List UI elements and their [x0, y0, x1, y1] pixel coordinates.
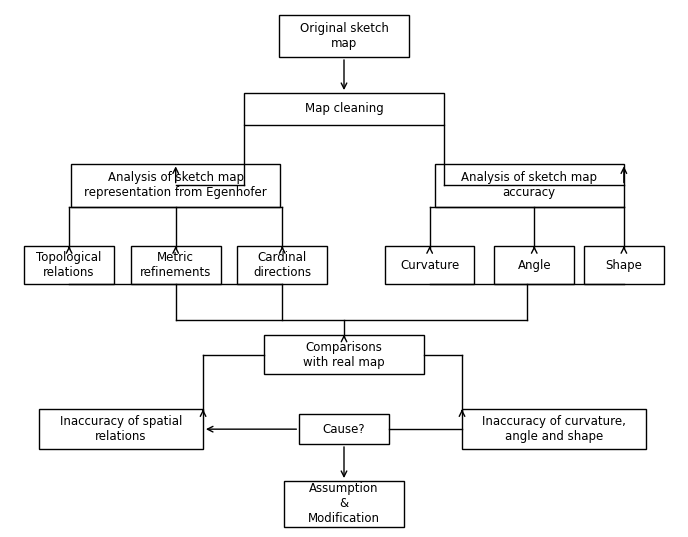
Bar [299, 414, 389, 444]
Text: Comparisons
with real map: Comparisons with real map [303, 340, 385, 368]
Bar [264, 335, 424, 374]
Text: Cardinal
directions: Cardinal directions [253, 251, 311, 279]
Bar [131, 246, 220, 284]
Text: Topological
relations: Topological relations [36, 251, 102, 279]
Bar [462, 409, 646, 449]
Bar [584, 246, 664, 284]
Text: Metric
refinements: Metric refinements [140, 251, 211, 279]
Text: Map cleaning: Map cleaning [305, 103, 383, 115]
Bar [495, 246, 574, 284]
Bar [24, 246, 114, 284]
Bar [244, 93, 444, 125]
Bar [237, 246, 327, 284]
Text: Analysis of sketch map
representation from Egenhofer: Analysis of sketch map representation fr… [85, 171, 267, 199]
Text: Inaccuracy of spatial
relations: Inaccuracy of spatial relations [60, 415, 182, 443]
Text: Inaccuracy of curvature,
angle and shape: Inaccuracy of curvature, angle and shape [482, 415, 626, 443]
Bar [279, 16, 409, 57]
Bar [284, 481, 404, 527]
Bar [435, 164, 624, 207]
Text: Angle: Angle [517, 258, 551, 272]
Text: Cause?: Cause? [323, 423, 365, 436]
Bar [39, 409, 203, 449]
Text: Shape: Shape [605, 258, 643, 272]
Text: Assumption
&
Modification: Assumption & Modification [308, 482, 380, 525]
Bar [71, 164, 280, 207]
Text: Analysis of sketch map
accuracy: Analysis of sketch map accuracy [461, 171, 597, 199]
Text: Original sketch
map: Original sketch map [299, 22, 389, 50]
Bar [385, 246, 475, 284]
Text: Curvature: Curvature [400, 258, 460, 272]
